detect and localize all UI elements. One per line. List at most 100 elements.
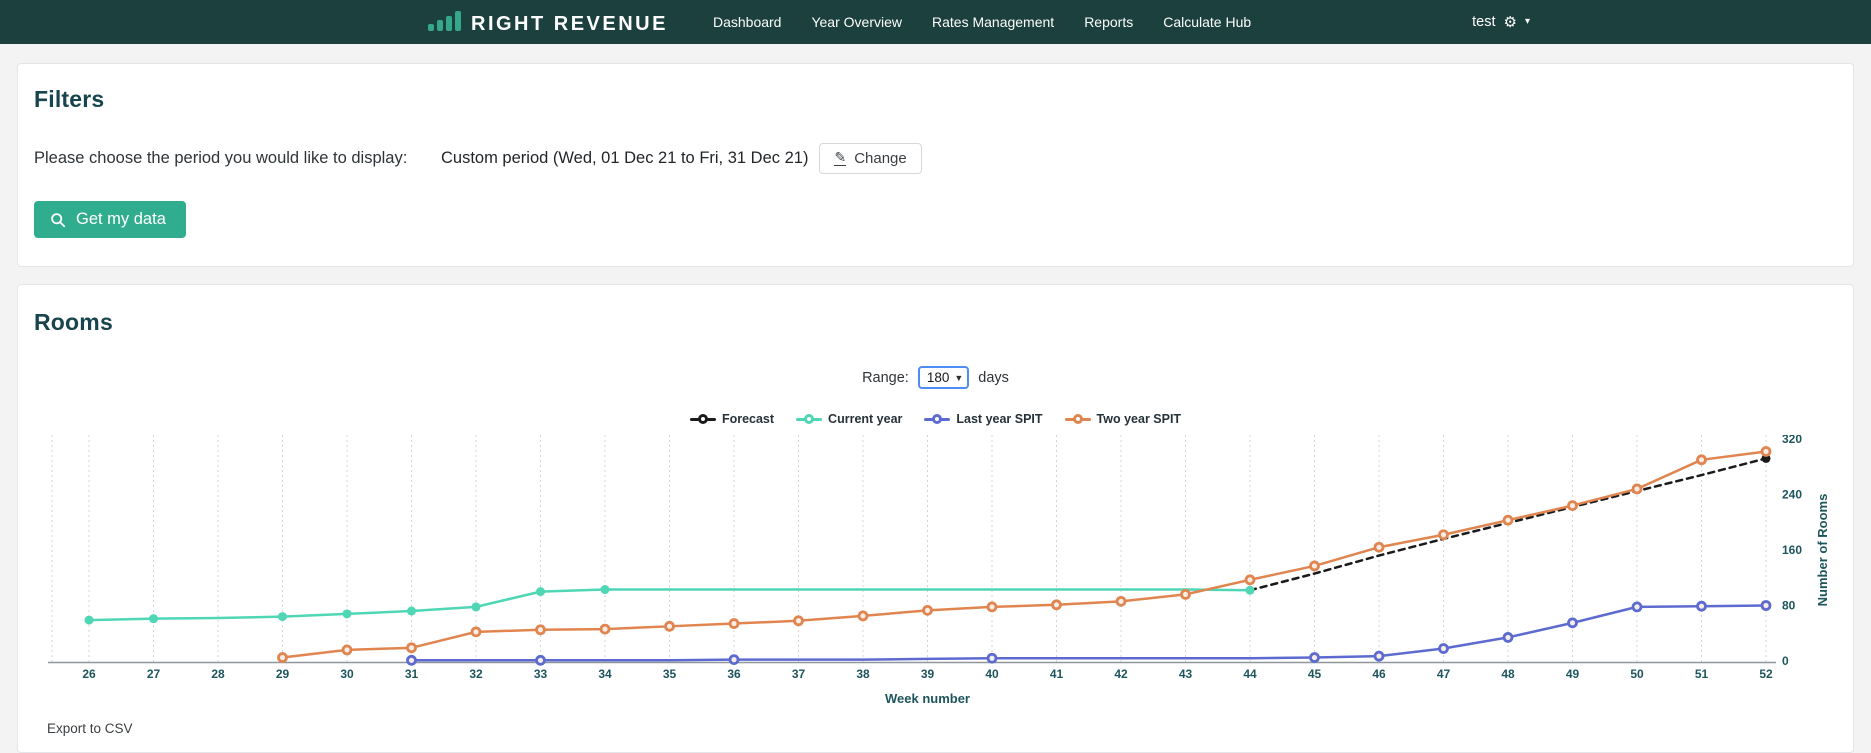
data-point-marker <box>406 642 417 654</box>
x-tick-label: 42 <box>1114 667 1128 681</box>
search-icon <box>50 212 66 228</box>
x-tick-label: 39 <box>921 667 935 681</box>
data-point-marker <box>1309 652 1320 663</box>
data-point-marker <box>1180 588 1191 600</box>
chart-area: 26 27 28 29 30 31 32 33 34 35 36 37 38 39 40 41 42 43 44 45… <box>34 435 1837 720</box>
legend-swatch <box>924 414 951 424</box>
y-tick-label: 320 <box>1782 435 1802 446</box>
data-point-marker <box>470 626 482 638</box>
data-point-marker <box>535 654 546 666</box>
export-to-csv-link[interactable]: Export to CSV <box>47 721 133 736</box>
legend-swatch <box>796 414 823 424</box>
top-navbar: RIGHT REVENUE Dashboard Year Overview Ra… <box>0 0 1871 44</box>
data-point-marker <box>1631 483 1643 495</box>
rooms-title: Rooms <box>34 309 113 335</box>
data-point-marker <box>1245 585 1255 595</box>
data-point-marker <box>1373 650 1385 662</box>
y-axis-title: Number of Rooms <box>1815 494 1830 607</box>
data-point-marker <box>342 609 352 619</box>
data-point-marker <box>1502 632 1514 643</box>
x-tick-label: 35 <box>663 667 677 681</box>
legend-item-last-year-spit[interactable]: Last year SPIT <box>924 412 1043 426</box>
pencil-icon: ✎ <box>834 149 847 166</box>
data-point-marker <box>1567 500 1578 511</box>
y-tick-label: 160 <box>1782 543 1802 557</box>
rooms-line-chart: 26 27 28 29 30 31 32 33 34 35 36 37 38 39 40 41 42 43 44 45… <box>48 435 1830 706</box>
period-filter-row: Please choose the period you would like … <box>34 141 1837 175</box>
data-point-marker <box>600 585 610 595</box>
legend-label: Forecast <box>721 412 775 426</box>
legend-label: Current year <box>828 412 903 426</box>
range-selected-value: 180 <box>926 370 950 385</box>
x-tick-label: 33 <box>534 667 548 681</box>
x-tick-label: 32 <box>469 667 483 681</box>
x-tick-label: 43 <box>1179 667 1193 681</box>
data-point-marker <box>728 654 740 666</box>
legend-label: Two year SPIT <box>1096 412 1182 426</box>
rooms-card: Rooms Range: 180 ▼ days Forecast Current … <box>17 284 1854 753</box>
data-point-marker <box>277 652 288 663</box>
legend-item-current-year[interactable]: Current year <box>796 412 902 426</box>
x-tick-label: 26 <box>82 667 96 681</box>
brand-name: RIGHT REVENUE <box>471 12 668 35</box>
y-tick-label: 80 <box>1782 599 1796 613</box>
data-point-marker <box>793 615 804 627</box>
data-point-marker <box>1696 454 1707 466</box>
legend-item-two-year-spit[interactable]: Two year SPIT <box>1064 412 1182 426</box>
chart-series-last-year-spit <box>406 600 1772 666</box>
x-tick-label: 40 <box>985 667 999 681</box>
data-point-marker <box>1438 529 1449 541</box>
x-tick-label: 51 <box>1695 667 1709 681</box>
chart-series-two-year-spit <box>277 446 1772 663</box>
select-chevron-icon: ▼ <box>954 372 964 383</box>
page-body: Filters Please choose the period you wou… <box>0 63 1871 753</box>
filters-card: Filters Please choose the period you wou… <box>17 63 1854 267</box>
chevron-down-icon: ▾ <box>1524 16 1531 27</box>
data-point-marker <box>407 606 416 616</box>
nav-item-reports[interactable]: Reports <box>1084 14 1134 30</box>
legend-item-forecast[interactable]: Forecast <box>689 412 775 426</box>
data-point-marker <box>1567 617 1578 629</box>
y-tick-label: 0 <box>1782 654 1789 668</box>
nav-item-year-overview[interactable]: Year Overview <box>811 14 902 30</box>
get-my-data-button[interactable]: Get my data <box>34 201 186 238</box>
data-point-marker <box>471 602 481 612</box>
nav-links: Dashboard Year Overview Rates Management… <box>698 14 1266 30</box>
x-tick-label: 47 <box>1437 667 1451 681</box>
range-label: Range: <box>862 369 909 386</box>
chart-series-current-year <box>84 585 1255 625</box>
user-menu[interactable]: test ⚙ ▾ <box>1472 14 1530 30</box>
data-point-marker <box>1051 599 1062 611</box>
data-point-marker <box>1696 600 1707 612</box>
x-tick-label: 48 <box>1501 667 1515 681</box>
data-point-marker <box>341 644 353 656</box>
x-axis-title: Week number <box>885 691 970 706</box>
x-tick-label: 46 <box>1372 667 1386 681</box>
get-my-data-label: Get my data <box>76 210 166 228</box>
data-point-marker <box>1760 600 1772 611</box>
chart-legend: Forecast Current year Last year SPIT Two ye… <box>34 411 1837 427</box>
change-period-button[interactable]: ✎ Change <box>819 142 922 174</box>
nav-item-dashboard[interactable]: Dashboard <box>712 14 782 30</box>
data-point-marker <box>922 604 933 616</box>
x-tick-label: 29 <box>276 667 290 681</box>
x-tick-label: 36 <box>727 667 741 681</box>
filters-title: Filters <box>34 86 105 112</box>
data-point-marker <box>1309 560 1320 572</box>
data-point-marker <box>1631 601 1643 613</box>
data-point-marker <box>1115 595 1127 607</box>
legend-swatch <box>689 414 716 424</box>
range-select[interactable]: 180 ▼ <box>917 366 970 389</box>
data-point-marker <box>599 623 611 635</box>
nav-item-calculate-hub[interactable]: Calculate Hub <box>1163 14 1252 30</box>
x-tick-label: 49 <box>1566 667 1580 681</box>
nav-item-rates-management[interactable]: Rates Management <box>932 14 1055 30</box>
user-name: test <box>1472 14 1496 30</box>
change-button-label: Change <box>854 149 907 167</box>
legend-label: Last year SPIT <box>956 412 1043 426</box>
data-point-marker <box>1373 541 1385 553</box>
y-tick-label: 240 <box>1782 488 1802 502</box>
data-point-marker <box>857 610 869 622</box>
x-tick-label: 31 <box>405 667 419 681</box>
brand-logo[interactable]: RIGHT REVENUE <box>428 10 668 35</box>
